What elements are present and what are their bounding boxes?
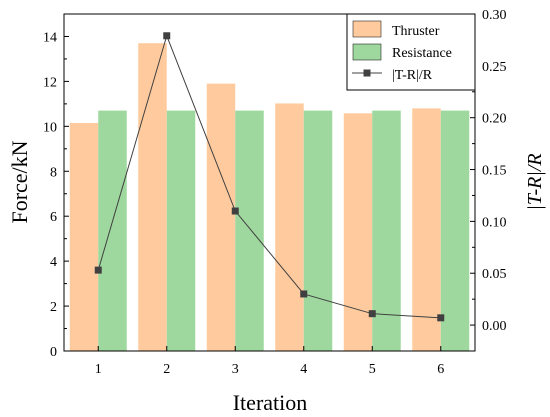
bar-thruster-6 bbox=[412, 108, 441, 351]
y-tick-label-4: 4 bbox=[50, 255, 57, 270]
ratio-line-layer bbox=[94, 32, 445, 322]
legend-marker-ratio bbox=[363, 69, 371, 77]
ratio-point-4 bbox=[300, 290, 308, 298]
x-tick-label-6: 6 bbox=[437, 362, 444, 377]
y-tick-label-8: 8 bbox=[50, 165, 57, 180]
x-tick-label-2: 2 bbox=[163, 362, 170, 377]
y2-tick-label-0.20: 0.20 bbox=[482, 112, 507, 127]
y-tick-label-0: 0 bbox=[50, 345, 57, 360]
plot-frame bbox=[63, 13, 476, 352]
y2-tick-label-0.00: 0.00 bbox=[482, 319, 507, 334]
x-tick-label-3: 3 bbox=[232, 362, 239, 377]
y2-tick-label-0.05: 0.05 bbox=[482, 267, 507, 282]
legend-label-ratio: |T-R|/R bbox=[392, 68, 433, 83]
y-axis-title: Force/kN bbox=[7, 140, 32, 223]
x-tick-label-4: 4 bbox=[300, 362, 307, 377]
y-tick-label-12: 12 bbox=[43, 75, 57, 90]
left-y-axis: 0 2 4 6 8 10 12 14 bbox=[43, 30, 69, 360]
x-tick-label-1: 1 bbox=[95, 362, 102, 377]
ratio-line bbox=[97, 34, 441, 319]
ratio-point-6 bbox=[437, 314, 445, 322]
ratio-point-3 bbox=[231, 207, 239, 215]
bar-thruster-5 bbox=[343, 113, 373, 351]
legend-label-thruster: Thruster bbox=[392, 24, 440, 39]
bar-resistance-2 bbox=[166, 110, 196, 352]
legend-swatch-thruster bbox=[352, 20, 382, 38]
legend-label-resistance: Resistance bbox=[392, 46, 452, 61]
legend: Thruster Resistance |T-R|/R bbox=[346, 13, 476, 91]
y-tick-label-10: 10 bbox=[43, 120, 57, 135]
y2-tick-label-0.10: 0.10 bbox=[482, 215, 507, 230]
bar-resistance-6 bbox=[440, 110, 470, 352]
bar-thruster-1 bbox=[69, 122, 99, 351]
ratio-point-1 bbox=[94, 266, 102, 274]
right-y-axis: 0.00 0.05 0.10 0.15 0.20 0.25 0.30 bbox=[470, 8, 507, 334]
ratio-point-5 bbox=[368, 310, 376, 318]
y2-tick-label-0.25: 0.25 bbox=[482, 60, 507, 75]
y2-tick-label-0.15: 0.15 bbox=[482, 164, 507, 179]
bar-thruster-3 bbox=[206, 83, 236, 351]
x-axis: 1 2 3 4 5 6 bbox=[95, 346, 444, 377]
bar-thruster-4 bbox=[275, 103, 304, 352]
bar-thruster-2 bbox=[138, 43, 167, 351]
bar-resistance-3 bbox=[235, 110, 264, 352]
y-tick-label-2: 2 bbox=[50, 300, 57, 315]
bars-layer bbox=[69, 43, 470, 352]
x-axis-title: Iteration bbox=[233, 390, 308, 415]
y2-axis-title: |T-R|/R bbox=[524, 153, 546, 210]
bar-resistance-5 bbox=[372, 110, 401, 352]
y-tick-label-6: 6 bbox=[50, 210, 57, 225]
legend-swatch-resistance bbox=[352, 43, 382, 61]
bar-resistance-1 bbox=[98, 110, 127, 352]
y-tick-label-14: 14 bbox=[43, 30, 57, 45]
y2-tick-label-0.30: 0.30 bbox=[482, 8, 507, 23]
ratio-point-2 bbox=[163, 32, 171, 40]
bar-resistance-4 bbox=[303, 110, 333, 352]
x-tick-label-5: 5 bbox=[369, 362, 376, 377]
